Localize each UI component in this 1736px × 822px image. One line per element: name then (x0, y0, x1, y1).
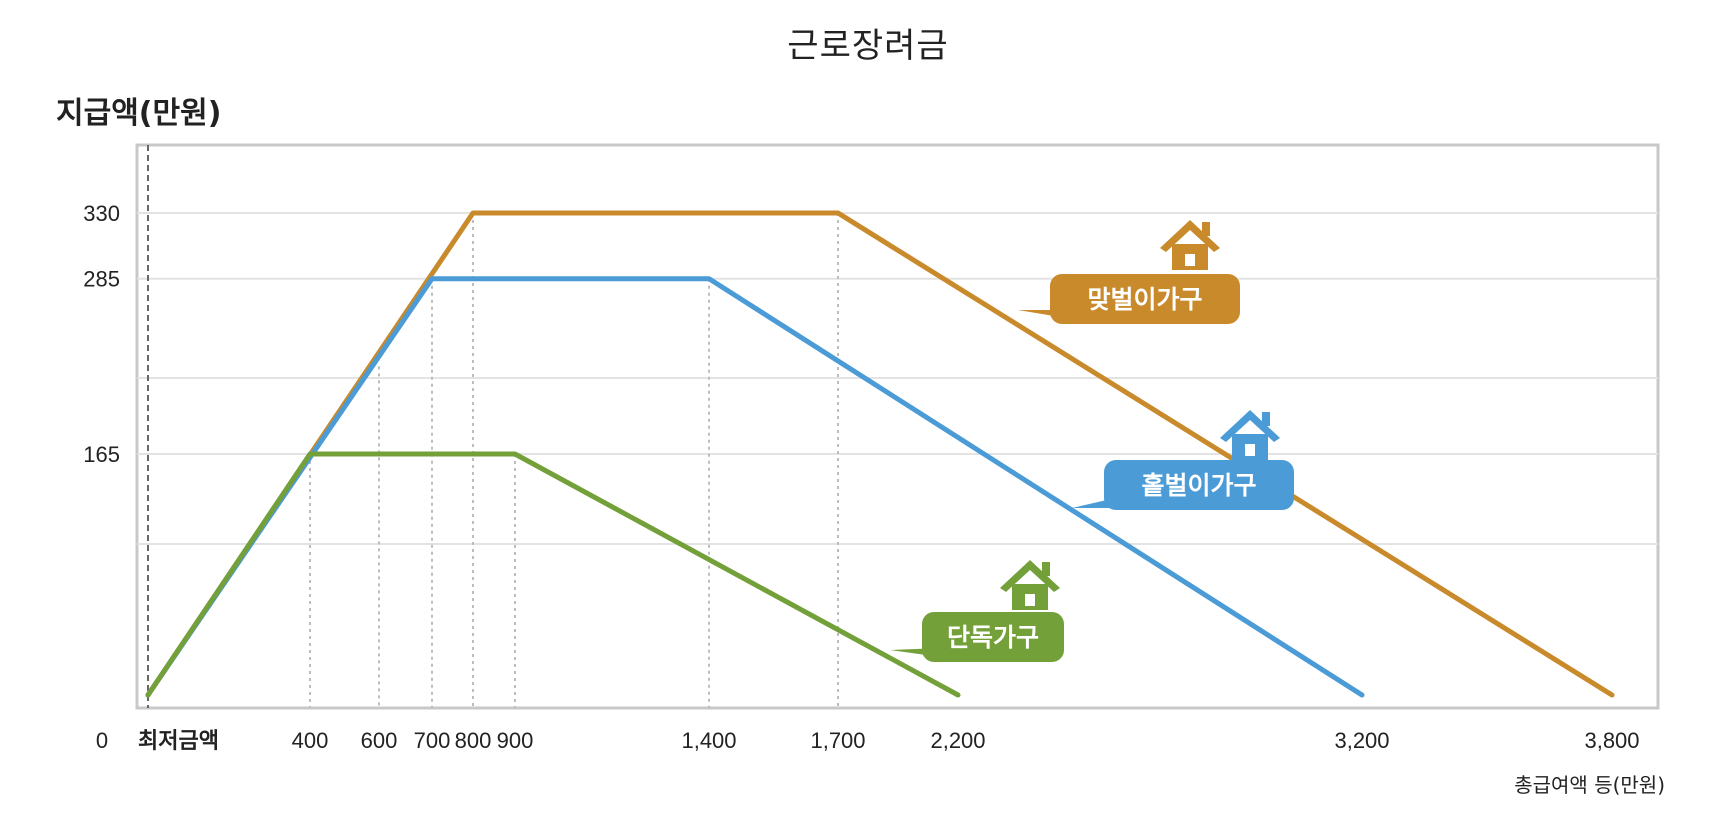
x-axis-title: 총급여액 등(만원) (1514, 773, 1665, 797)
x-tick-label: 600 (361, 728, 398, 753)
house-door-icon (1245, 444, 1255, 456)
house-chimney-icon (1262, 412, 1270, 426)
plot-frame (135, 143, 1660, 710)
label-bubble (1050, 274, 1240, 324)
y-tick-label: 330 (83, 201, 120, 226)
house-chimney-icon (1042, 562, 1050, 576)
series-label: 홑벌이가구 (1141, 471, 1256, 500)
house-chimney-icon (1202, 222, 1210, 236)
house-door-icon (1185, 254, 1195, 266)
series-label: 맞벌이가구 (1087, 285, 1202, 314)
y-axis-title: 지급액(만원) (56, 96, 222, 131)
x-tick-label: 3,200 (1334, 728, 1389, 753)
x-tick-label: 900 (497, 728, 534, 753)
series-line (145, 451, 961, 698)
y-tick-label: 285 (83, 267, 120, 292)
x-tick-label: 400 (292, 728, 329, 753)
house-icon (1000, 560, 1060, 592)
x-tick-label: 2,200 (930, 728, 985, 753)
x-tick-label: 0 (96, 728, 108, 753)
x-tick-label: 1,700 (810, 728, 865, 753)
x-tick-label: 700 (414, 728, 451, 753)
page-title: 근로장려금 (787, 26, 949, 66)
house-icon (1160, 220, 1220, 252)
x-tick-label: 800 (455, 728, 492, 753)
series-label: 단독가구 (947, 623, 1039, 652)
y-tick-label: 165 (83, 442, 120, 467)
house-door-icon (1025, 594, 1035, 606)
x-tick-label: 1,400 (681, 728, 736, 753)
label-bubble (1104, 460, 1294, 510)
house-icon (1220, 410, 1280, 442)
x-tick-label: 3,800 (1584, 728, 1639, 753)
label-bubble (922, 612, 1064, 662)
x-tick-label: 최저금액 (138, 728, 219, 753)
